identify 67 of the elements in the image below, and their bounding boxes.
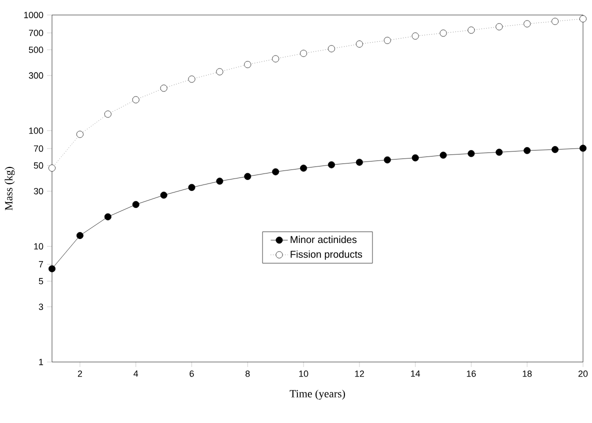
point bbox=[356, 40, 363, 48]
point bbox=[524, 147, 531, 154]
point bbox=[132, 96, 140, 104]
x-tick-label: 16 bbox=[466, 370, 476, 377]
point bbox=[48, 265, 56, 272]
point bbox=[160, 84, 168, 92]
point bbox=[496, 148, 503, 156]
point bbox=[272, 55, 280, 62]
point bbox=[272, 168, 280, 176]
point bbox=[104, 110, 112, 118]
y-tick-label: 70 bbox=[34, 145, 44, 152]
point bbox=[496, 23, 503, 30]
point bbox=[188, 76, 196, 83]
y-tick-label: 100 bbox=[29, 127, 44, 134]
point bbox=[580, 144, 587, 152]
point bbox=[552, 18, 559, 25]
point bbox=[216, 178, 224, 185]
y-tick-label: 300 bbox=[28, 72, 44, 79]
point bbox=[244, 61, 252, 68]
point bbox=[440, 30, 447, 37]
point bbox=[132, 200, 140, 208]
y-tick-label: 1000 bbox=[24, 12, 44, 18]
x-tick-label: 4 bbox=[134, 370, 138, 377]
point bbox=[552, 146, 559, 154]
point bbox=[328, 45, 335, 52]
y-tick-label: 50 bbox=[34, 162, 44, 169]
point bbox=[48, 164, 56, 172]
x-tick-label: 20 bbox=[578, 370, 588, 377]
point bbox=[468, 150, 475, 158]
point bbox=[384, 36, 391, 44]
x-axis-title: Time (years) bbox=[290, 390, 345, 400]
y-tick-label: 3 bbox=[38, 304, 44, 310]
point bbox=[440, 152, 447, 159]
point bbox=[524, 20, 531, 28]
point bbox=[188, 184, 196, 191]
point bbox=[76, 232, 84, 240]
point bbox=[384, 156, 391, 164]
point bbox=[216, 68, 224, 76]
x-tick-label: 10 bbox=[299, 370, 308, 377]
point bbox=[580, 15, 587, 22]
point bbox=[300, 164, 308, 172]
point bbox=[412, 154, 419, 162]
legend-label: Fission products bbox=[290, 250, 362, 260]
x-tick-label: 8 bbox=[246, 370, 250, 377]
point bbox=[356, 158, 363, 166]
point bbox=[412, 32, 419, 40]
point bbox=[104, 213, 112, 220]
y-tick-label: 500 bbox=[28, 46, 44, 53]
y-tick-label: 10 bbox=[34, 243, 44, 250]
point bbox=[244, 172, 252, 180]
point bbox=[300, 50, 308, 57]
point bbox=[328, 161, 335, 168]
x-tick-label: 18 bbox=[522, 370, 532, 377]
point bbox=[160, 192, 168, 199]
x-tick-label: 12 bbox=[355, 370, 364, 377]
y-axis-title: Mass (kg) bbox=[4, 166, 15, 210]
x-tick-label: 6 bbox=[190, 370, 194, 377]
y-tick-label: 700 bbox=[28, 30, 44, 36]
legend-label: Minor actinides bbox=[290, 236, 357, 244]
y-tick-label: 7 bbox=[38, 261, 44, 268]
x-tick-label: 2 bbox=[78, 370, 82, 377]
y-tick-label: 30 bbox=[34, 188, 44, 194]
point bbox=[468, 26, 475, 34]
y-tick-label: 5 bbox=[38, 278, 44, 284]
y-tick-label: 1 bbox=[39, 358, 44, 366]
point bbox=[76, 130, 84, 138]
x-tick-label: 14 bbox=[411, 370, 420, 377]
